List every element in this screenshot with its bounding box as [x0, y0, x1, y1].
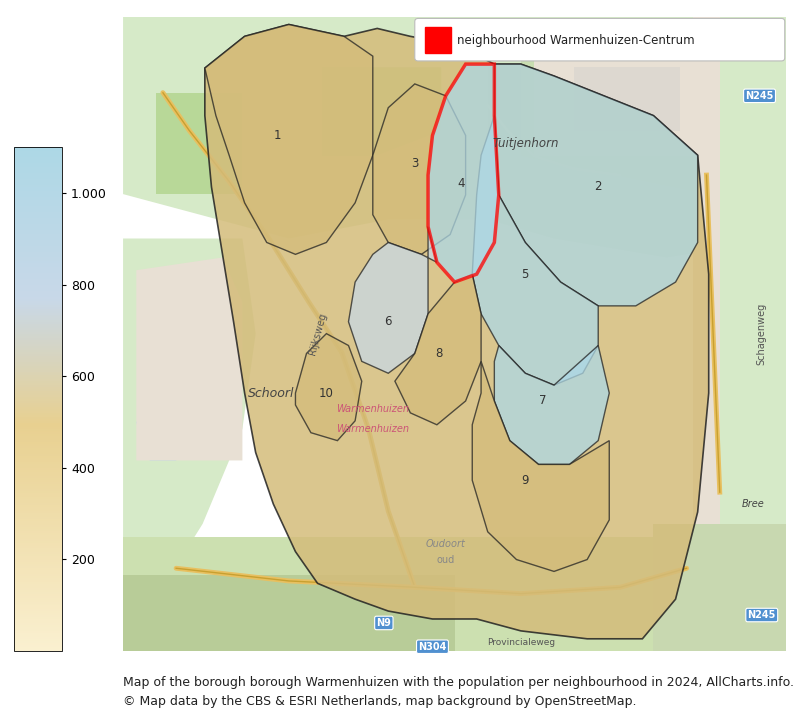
Polygon shape	[521, 29, 707, 194]
Polygon shape	[653, 524, 786, 651]
Text: Warmenhuizen: Warmenhuizen	[337, 404, 409, 414]
Polygon shape	[495, 64, 698, 306]
Polygon shape	[322, 68, 441, 156]
Polygon shape	[373, 84, 465, 255]
Polygon shape	[472, 362, 609, 572]
Polygon shape	[156, 93, 242, 194]
Polygon shape	[123, 17, 786, 257]
Text: 6: 6	[384, 315, 392, 329]
Text: Map of the borough borough Warmenhuizen with the population per neighbourhood in: Map of the borough borough Warmenhuizen …	[123, 676, 794, 689]
Text: Schagenweg: Schagenweg	[757, 303, 767, 365]
Text: 8: 8	[435, 347, 443, 360]
Polygon shape	[495, 346, 609, 464]
Polygon shape	[123, 536, 786, 651]
Text: 10: 10	[319, 387, 333, 400]
Text: neighbourhood Warmenhuizen-Centrum: neighbourhood Warmenhuizen-Centrum	[457, 34, 695, 47]
Polygon shape	[137, 257, 242, 460]
Text: 3: 3	[411, 157, 418, 170]
Text: Tuitjenhorn: Tuitjenhorn	[492, 137, 558, 150]
Text: 4: 4	[457, 176, 465, 190]
Polygon shape	[137, 385, 189, 460]
Text: © Map data by the CBS & ESRI Netherlands, map background by OpenStreetMap.: © Map data by the CBS & ESRI Netherlands…	[123, 695, 637, 708]
Polygon shape	[472, 116, 598, 385]
Polygon shape	[349, 226, 437, 373]
Polygon shape	[428, 64, 499, 282]
Polygon shape	[488, 68, 574, 143]
Polygon shape	[205, 24, 709, 638]
Polygon shape	[295, 334, 362, 441]
Polygon shape	[123, 574, 454, 651]
Polygon shape	[707, 17, 786, 651]
Text: 5: 5	[522, 267, 529, 280]
Polygon shape	[693, 17, 719, 651]
Text: 2: 2	[595, 180, 602, 193]
FancyBboxPatch shape	[414, 19, 784, 61]
Text: Rijksweg: Rijksweg	[307, 311, 328, 356]
Text: Warmenhuizen: Warmenhuizen	[337, 423, 409, 434]
Polygon shape	[205, 24, 373, 255]
Polygon shape	[534, 48, 693, 156]
Text: Provincialeweg: Provincialeweg	[487, 638, 555, 647]
Polygon shape	[123, 239, 256, 651]
Bar	[425, 27, 451, 52]
Text: 9: 9	[522, 474, 529, 487]
Text: Bree: Bree	[742, 499, 765, 509]
Text: oud: oud	[437, 554, 455, 564]
Text: N245: N245	[748, 610, 776, 620]
Text: Oudoort: Oudoort	[426, 539, 465, 549]
Text: N245: N245	[746, 91, 773, 101]
Text: 1: 1	[274, 129, 282, 142]
Polygon shape	[574, 68, 680, 131]
Text: N304: N304	[418, 642, 447, 651]
Text: 7: 7	[539, 395, 547, 408]
Text: N9: N9	[376, 618, 391, 628]
Polygon shape	[395, 274, 481, 425]
Text: Schoorl: Schoorl	[248, 387, 295, 400]
